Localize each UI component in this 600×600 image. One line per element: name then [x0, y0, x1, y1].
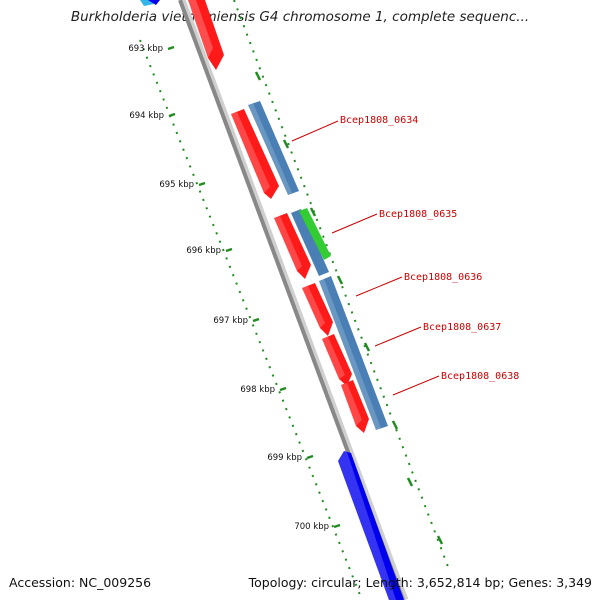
ruler-tick-label: 693 kbp — [128, 44, 163, 54]
outer-tick — [309, 207, 317, 217]
cds-0633[interactable] — [188, 0, 224, 70]
ruler-tick — [167, 45, 175, 51]
ruler-labels: 693 kbp 694 kbp 695 kbp 696 kbp 697 kbp 698 k… — [128, 44, 329, 532]
gene-label[interactable]: Bcep1808_0638 — [441, 371, 519, 382]
cds-0637[interactable] — [322, 334, 352, 386]
ruler-tick — [198, 181, 206, 187]
ruler-tick — [168, 112, 176, 118]
rna-0635[interactable] — [299, 208, 331, 260]
ruler-tick-label: 694 kbp — [129, 111, 164, 121]
ruler-tick — [252, 317, 260, 323]
ruler-tick-label: 698 kbp — [240, 385, 275, 395]
outer-tick — [436, 535, 444, 545]
gene-0634[interactable] — [248, 101, 299, 195]
ruler-tick-label: 696 kbp — [186, 246, 221, 256]
ruler-tick-label: 695 kbp — [159, 180, 194, 190]
ruler-tick — [306, 454, 314, 460]
cds-0634[interactable] — [231, 109, 279, 199]
genome-stats: Topology: circular; Length: 3,652,814 bp… — [248, 575, 592, 590]
ruler-tick — [279, 386, 287, 392]
gene-label[interactable]: Bcep1808_0634 — [340, 115, 418, 126]
cds-0636[interactable] — [302, 283, 333, 336]
gene-label-leader — [392, 375, 440, 396]
accession-text: Accession: NC_009256 — [9, 575, 152, 590]
gene-0635[interactable] — [291, 209, 329, 276]
ruler-tick-label: 700 kbp — [294, 522, 329, 532]
gene-label-leader — [374, 326, 422, 347]
gene-labels: Bcep1808_0634 Bcep1808_0635 Bcep1808_0636 B… — [291, 115, 519, 396]
reverse-cds[interactable] — [338, 451, 404, 600]
outer-tick — [363, 342, 371, 352]
gene-label[interactable]: Bcep1808_0637 — [423, 322, 501, 333]
gene-partial-top-2[interactable] — [148, 0, 160, 5]
cds-0635[interactable] — [274, 213, 311, 279]
ruler-tick-label: 699 kbp — [267, 453, 302, 463]
gene-label-leader — [355, 276, 403, 297]
outer-tick — [254, 71, 262, 81]
ruler-tick — [333, 523, 341, 529]
gene-label-leader — [331, 213, 378, 234]
cds-0638[interactable] — [341, 380, 369, 433]
gene-label[interactable]: Bcep1808_0636 — [404, 272, 482, 283]
ruler-tick — [225, 247, 233, 253]
gene-0636-0638[interactable] — [319, 276, 388, 430]
outer-dotted-ring — [233, 0, 451, 573]
gene-label-leader — [291, 120, 339, 142]
outer-tick — [406, 477, 414, 487]
inner-dotted-ring — [139, 39, 363, 600]
ruler-ticks — [167, 45, 444, 545]
gene-label[interactable]: Bcep1808_0635 — [379, 209, 457, 220]
outer-tick — [282, 139, 290, 149]
outer-tick — [391, 420, 399, 430]
outer-tick — [336, 275, 344, 285]
ruler-tick-label: 697 kbp — [213, 316, 248, 326]
